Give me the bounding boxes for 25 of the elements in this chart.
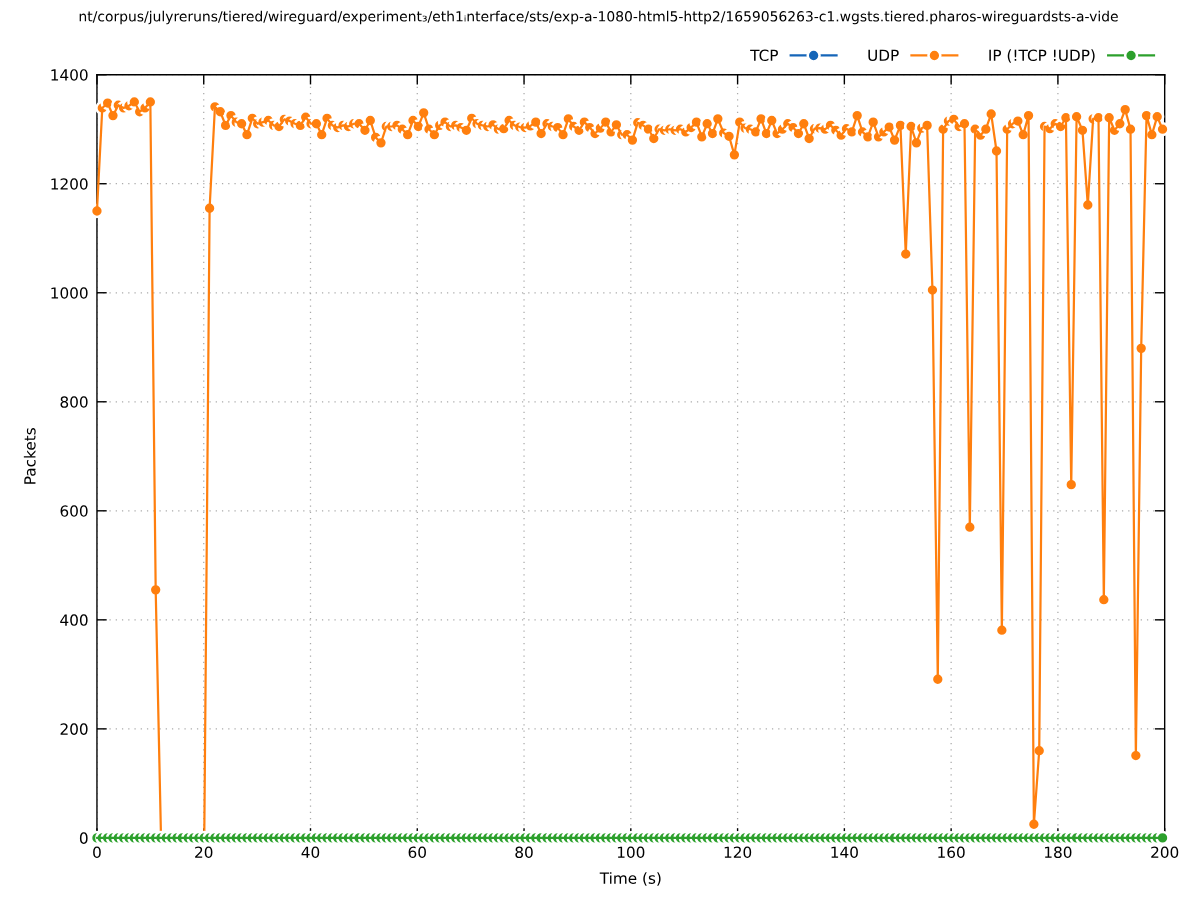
y-tick-label: 400 xyxy=(60,614,88,626)
x-tick-label: 180 xyxy=(1045,846,1072,859)
legend-label: TCP xyxy=(750,49,778,62)
x-tick-label: 160 xyxy=(938,846,965,859)
y-tick-label: 800 xyxy=(60,396,88,408)
x-tick-label: 40 xyxy=(301,846,320,859)
y-tick-label: 600 xyxy=(60,505,88,517)
y-tick-label: 1200 xyxy=(51,178,88,190)
legend-label: UDP xyxy=(868,49,899,62)
y-axis-title: Packets xyxy=(23,428,36,484)
x-tick-label: 20 xyxy=(195,846,213,859)
y-tick-label: 200 xyxy=(60,723,88,735)
x-tick-label: 120 xyxy=(724,846,752,859)
y-tick-label: 0 xyxy=(79,832,88,844)
y-tick-label: 1400 xyxy=(51,69,88,81)
y-tick-label: 1000 xyxy=(51,287,88,299)
x-axis-title: Time (s) xyxy=(599,872,661,886)
x-tick-label: 60 xyxy=(408,846,426,859)
x-tick-label: 0 xyxy=(93,846,101,859)
chart-title: nt/corpus/julyreruns/tiered/wireguard/experiment₃/eth1ᵢnterface/sts/exp-a-1080-html5-http2/1659056263-c1.wgsts.tiered.pharos-wireguardsts-a-vide xyxy=(79,10,1118,25)
x-tick-label: 80 xyxy=(515,846,533,859)
x-tick-label: 100 xyxy=(617,846,645,859)
x-tick-label: 140 xyxy=(831,846,858,859)
x-tick-label: 200 xyxy=(1151,846,1179,859)
legend-label: IP (!TCP !UDP) xyxy=(989,49,1095,63)
